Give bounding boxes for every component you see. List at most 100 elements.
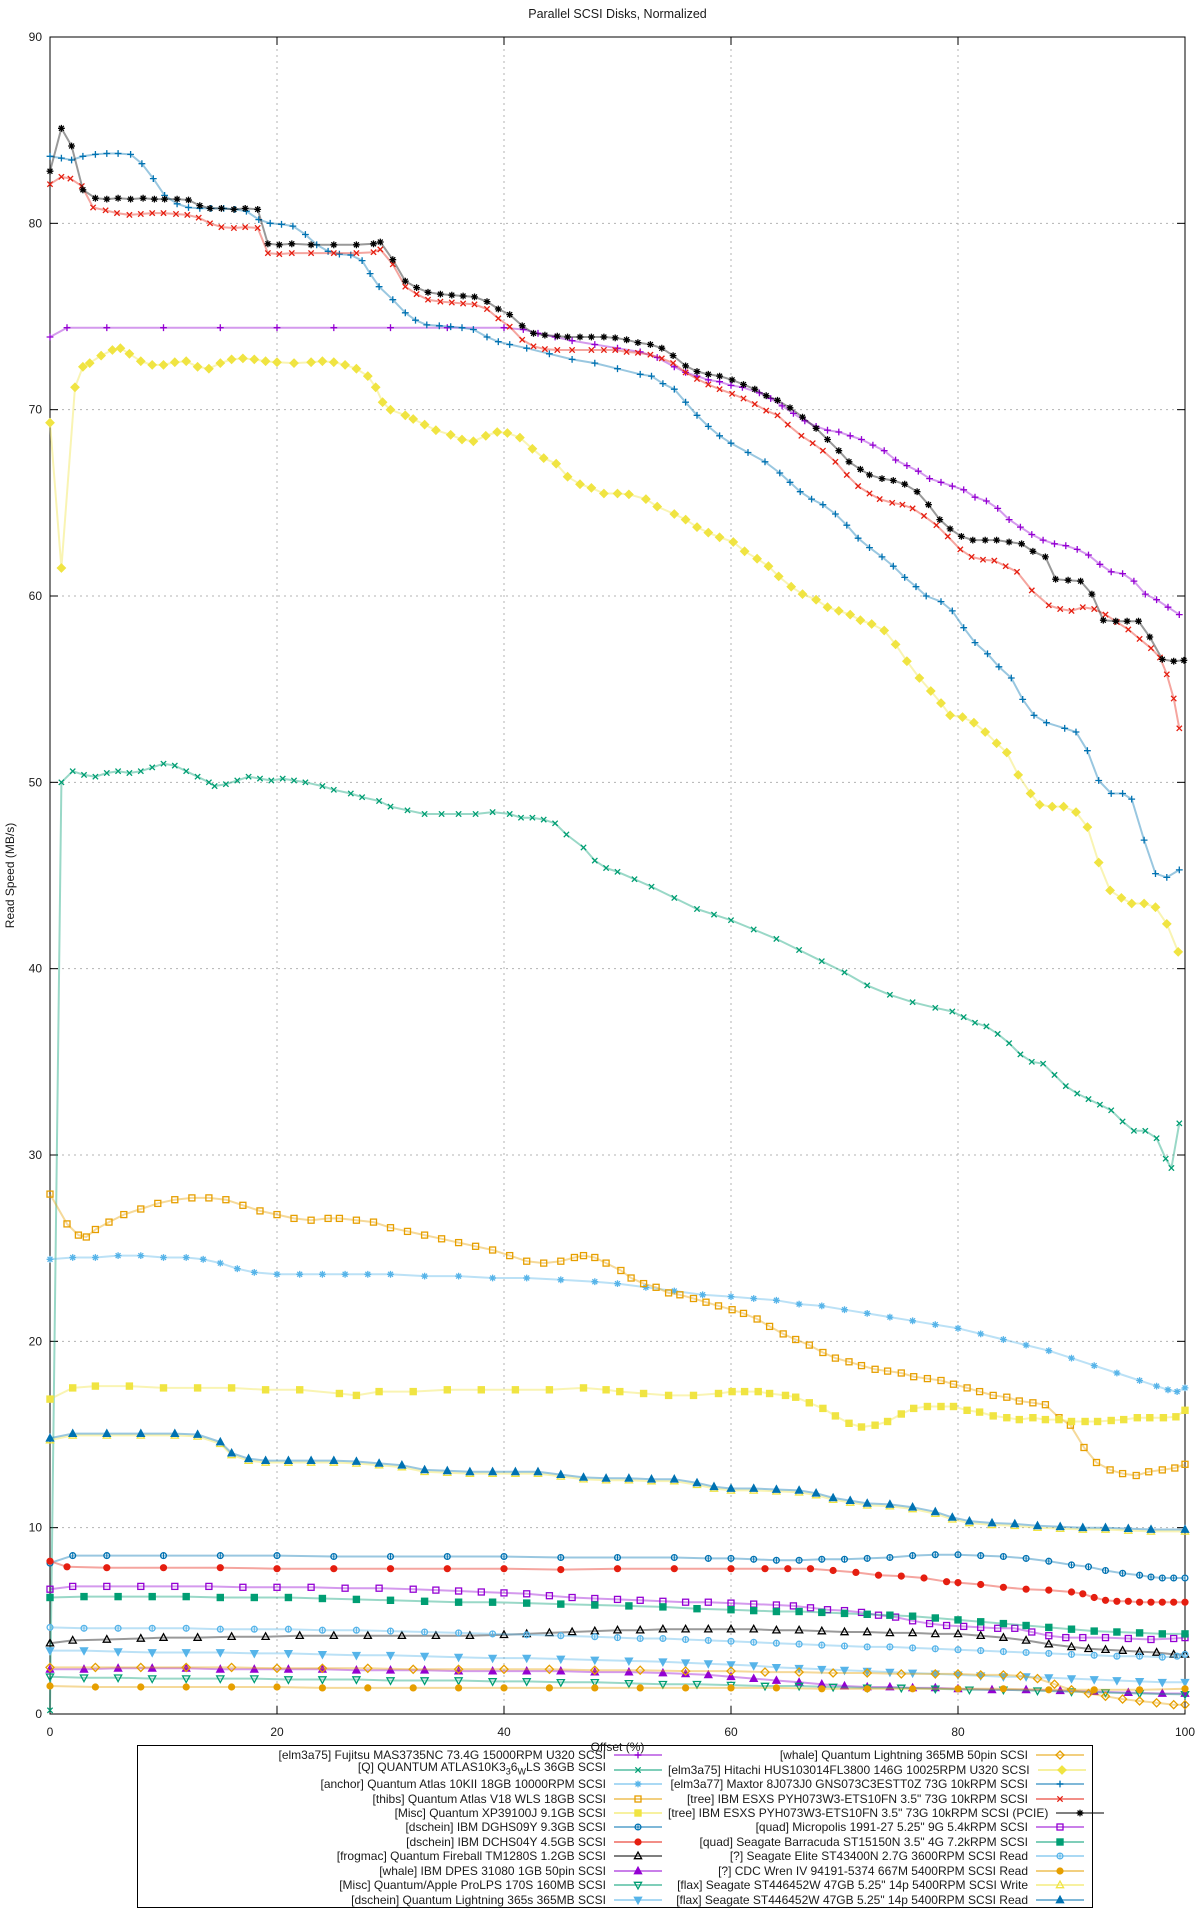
svg-text:80: 80 (29, 216, 43, 230)
legend-item-quantum-atlas10k3: [Q] QUANTUM ATLAS10K336WLS 36GB SCSI (144, 1760, 664, 1777)
legend-label: [dschein] IBM DGHS09Y 9.3GB SCSI (405, 1820, 606, 1835)
series-line-quad-micropolis (49, 1585, 1186, 1641)
legend-item-elm3a77-maxtor: [elm3a77] Maxtor 8J073J0 GNS073C3ESTT0Z … (668, 1777, 1086, 1791)
legend-item-frogmac-fireball: [frogmac] Quantum Fireball TM1280S 1.2GB… (144, 1849, 664, 1863)
legend-label: [quad] Micropolis 1991-27 5.25" 9G 5.4kR… (755, 1820, 1028, 1835)
series-markers-quad-micropolis (46, 1582, 1189, 1644)
legend-marker-square-filled (612, 1806, 664, 1820)
legend-marker-square-open (1034, 1820, 1086, 1834)
series-line-thibs-atlas-v18 (49, 1193, 1186, 1477)
legend-label: [whale] IBM DPES 31080 1GB 50pin SCSI (379, 1863, 606, 1878)
series-line-dschein-lightning-365s (50, 1649, 1185, 1684)
series-markers-dschein-lightning-365s (45, 1647, 1190, 1688)
legend-label: [elm3a75] Fujitsu MAS3735NC 73.4G 15000R… (278, 1748, 607, 1763)
legend-label: [frogmac] Quantum Fireball TM1280S 1.2GB… (336, 1849, 606, 1864)
legend-marker-plus (1034, 1777, 1086, 1791)
legend-marker-circle-filled (1034, 1864, 1086, 1878)
legend-label: [Misc] Quantum XP39100J 9.1GB SCSI (394, 1805, 606, 1820)
legend-label: [dschein] Quantum Lightning 365s 365MB S… (351, 1892, 606, 1907)
legend-label: [tree] IBM ESXS PYH073W3-ETS10FN 3.5" 73… (686, 1791, 1028, 1806)
svg-text:30: 30 (29, 1148, 43, 1162)
svg-text:40: 40 (29, 962, 43, 976)
legend-label: [quad] Seagate Barracuda ST15150N 3.5" 4… (699, 1834, 1028, 1849)
legend-item-quad-barracuda: [quad] Seagate Barracuda ST15150N 3.5" 4… (668, 1835, 1086, 1849)
legend-item-flax-seagate-read: [flax] Seagate ST446452W 47GB 5.25" 14p … (668, 1892, 1086, 1907)
legend-marker-diamond-filled (1036, 1763, 1088, 1777)
svg-text:0: 0 (47, 1725, 54, 1739)
legend-marker-circle-open (1034, 1849, 1086, 1863)
svg-text:40: 40 (497, 1725, 511, 1739)
series-markers-frogmac-fireball (45, 1623, 1190, 1658)
legend-column-left: [elm3a75] Fujitsu MAS3735NC 73.4G 15000R… (144, 1748, 664, 1907)
series-markers-whale-lightning-365mb (45, 1662, 1190, 1710)
legend-label: [thibs] Quantum Atlas V18 WLS 18GB SCSI (372, 1791, 606, 1806)
legend-item-whale-lightning-365mb: [whale] Quantum Lightning 365MB 50pin SC… (668, 1748, 1086, 1762)
legend-label: [whale] Quantum Lightning 365MB 50pin SC… (779, 1748, 1028, 1763)
legend-column-right: [whale] Quantum Lightning 365MB 50pin SC… (668, 1748, 1105, 1907)
legend-marker-circle-filled (612, 1835, 664, 1849)
chart-title: Parallel SCSI Disks, Normalized (528, 7, 707, 21)
legend-marker-diamond-open (1034, 1748, 1086, 1762)
series-line-misc-prolps (49, 1675, 1186, 1696)
legend-item-flax-seagate-write: [flax] Seagate ST446452W 47GB 5.25" 14p … (668, 1878, 1086, 1892)
series-markers-tree-ibm-esxs (46, 173, 1183, 732)
legend-marker-asterisk (612, 1777, 664, 1791)
legend-item-quad-micropolis: [quad] Micropolis 1991-27 5.25" 9G 5.4kR… (668, 1820, 1086, 1834)
legend-marker-triangle-open (612, 1849, 664, 1863)
series-markers-thibs-atlas-v18 (46, 1190, 1189, 1480)
series-markers-flax-seagate-read (45, 1428, 1190, 1533)
series-markers-cdc-wren-iv-read (46, 1682, 1189, 1694)
legend-marker-plus (612, 1748, 664, 1762)
legend-item-seagate-elite-read: [?] Seagate Elite ST43400N 2.7G 3600RPM … (668, 1849, 1086, 1863)
svg-text:100: 100 (1175, 1725, 1195, 1739)
svg-text:0: 0 (35, 1707, 42, 1721)
legend-item-dschein-dchs04y: [dschein] IBM DCHS04Y 4.5GB SCSI (144, 1835, 664, 1849)
legend-item-anchor-atlas-10kii: [anchor] Quantum Atlas 10KII 18GB 10000R… (144, 1777, 664, 1791)
legend-marker-tridown-open (612, 1878, 664, 1892)
series-line-frogmac-fireball (49, 1628, 1185, 1656)
legend-item-thibs-atlas-v18: [thibs] Quantum Atlas V18 WLS 18GB SCSI (144, 1791, 664, 1806)
legend-marker-square-open (612, 1792, 664, 1806)
legend-item-misc-xp39100j: [Misc] Quantum XP39100J 9.1GB SCSI (144, 1806, 664, 1820)
legend-marker-triangle-filled (1034, 1893, 1086, 1907)
series-line-cdc-wren-iv-read (49, 1685, 1186, 1691)
legend-marker-x (1034, 1792, 1086, 1806)
svg-text:60: 60 (29, 589, 43, 603)
legend-item-dschein-lightning-365s: [dschein] Quantum Lightning 365s 365MB S… (144, 1892, 664, 1907)
svg-text:10: 10 (29, 1521, 43, 1535)
series-line-tree-ibm-esxs (49, 175, 1181, 729)
legend-label: [flax] Seagate ST446452W 47GB 5.25" 14p … (676, 1892, 1028, 1907)
series-line-flax-seagate-read (49, 1432, 1185, 1531)
legend-marker-circle-open (612, 1820, 664, 1834)
svg-text:50: 50 (29, 775, 43, 789)
legend-item-dschein-dghs09y: [dschein] IBM DGHS09Y 9.3GB SCSI (144, 1820, 664, 1834)
series-markers-elm3a75-hitachi (45, 343, 1184, 957)
legend-item-elm3a75-hitachi: [elm3a75] Hitachi HUS103014FL3800 146G 1… (668, 1762, 1088, 1777)
legend-item-misc-prolps: [Misc] Quantum/Apple ProLPS 170S 160MB S… (144, 1878, 664, 1892)
svg-text:80: 80 (951, 1725, 965, 1739)
legend-marker-asterisk (1054, 1806, 1106, 1820)
legend-label: [tree] IBM ESXS PYH073W3-ETS10FN 3.5" 73… (668, 1805, 1049, 1820)
legend-item-tree-ibm-esxs: [tree] IBM ESXS PYH073W3-ETS10FN 3.5" 73… (668, 1791, 1086, 1806)
series-markers-seagate-elite-read (46, 1623, 1189, 1661)
series-markers-quad-barracuda (46, 1592, 1189, 1638)
legend-label: [Misc] Quantum/Apple ProLPS 170S 160MB S… (339, 1878, 606, 1893)
legend-marker-x (612, 1763, 664, 1777)
legend-label: [dschein] IBM DCHS04Y 4.5GB SCSI (406, 1834, 606, 1849)
legend-item-cdc-wren-iv-read: [?] CDC Wren IV 94191-5374 667M 5400RPM … (668, 1864, 1086, 1878)
legend-item-whale-dpes: [whale] IBM DPES 31080 1GB 50pin SCSI (144, 1864, 664, 1878)
legend-marker-triangle-open (1034, 1878, 1086, 1892)
series-line-flax-seagate-write (49, 1434, 1185, 1533)
legend-label: [elm3a77] Maxtor 8J073J0 GNS073C3ESTT0Z … (670, 1777, 1029, 1792)
svg-text:20: 20 (270, 1725, 284, 1739)
legend-box: [elm3a75] Fujitsu MAS3735NC 73.4G 15000R… (137, 1745, 1105, 1908)
series-markers-dschein-dchs04y (46, 1557, 1189, 1606)
legend-label: [flax] Seagate ST446452W 47GB 5.25" 14p … (677, 1878, 1028, 1893)
legend-item-tree-ibm-esxs-pcie: [tree] IBM ESXS PYH073W3-ETS10FN 3.5" 73… (668, 1805, 1105, 1820)
legend-label: [?] Seagate Elite ST43400N 2.7G 3600RPM … (729, 1849, 1028, 1864)
legend-marker-triangle-filled (612, 1864, 664, 1878)
series-markers-quantum-atlas10k3 (46, 760, 1183, 1714)
series-line-seagate-elite-read (49, 1626, 1186, 1659)
legend-label: [elm3a75] Hitachi HUS103014FL3800 146G 1… (668, 1762, 1030, 1777)
